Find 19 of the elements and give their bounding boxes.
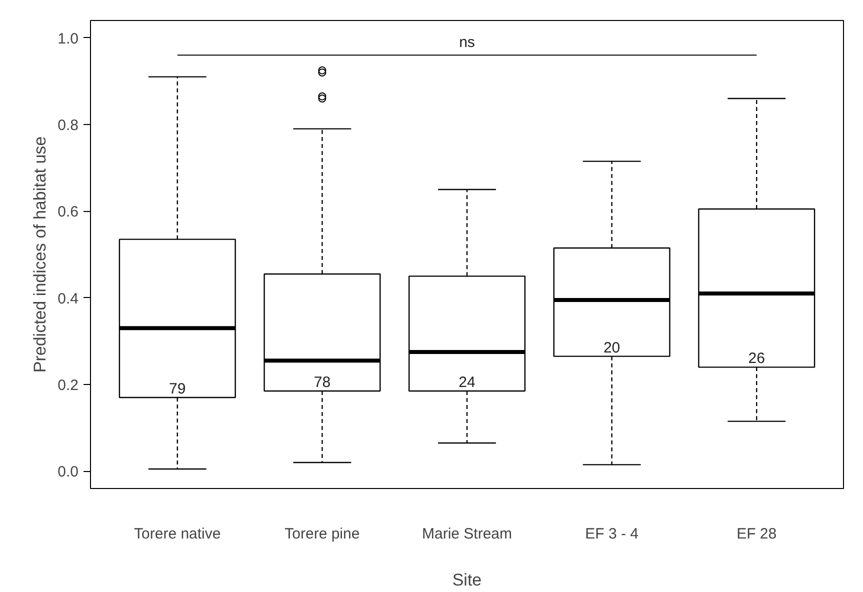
y-tick-label: 0.2 bbox=[58, 377, 79, 394]
x-tick-label: EF 28 bbox=[736, 526, 777, 542]
y-tick-label: 0.8 bbox=[58, 117, 79, 134]
annotation: ns bbox=[459, 34, 475, 52]
x-tick-label: Torere native bbox=[134, 526, 221, 542]
y-tick-label: 0.6 bbox=[58, 204, 79, 221]
x-tick-label: Torere pine bbox=[284, 526, 360, 542]
y-axis-title: Predicted indices of habitat use bbox=[30, 136, 50, 373]
annotation: 79 bbox=[169, 380, 186, 398]
x-axis-title: Site bbox=[452, 570, 482, 590]
y-tick-label: 0.4 bbox=[58, 290, 79, 308]
annotation: 26 bbox=[748, 350, 765, 368]
annotation: 78 bbox=[314, 374, 331, 391]
x-tick-label: EF 3 - 4 bbox=[585, 526, 638, 542]
annotation: 20 bbox=[603, 339, 620, 356]
y-tick-label: 1.0 bbox=[58, 30, 79, 48]
x-tick-label: Marie Stream bbox=[422, 526, 512, 542]
y-tick-label: 0.0 bbox=[58, 464, 79, 481]
annotation: 24 bbox=[458, 374, 476, 391]
